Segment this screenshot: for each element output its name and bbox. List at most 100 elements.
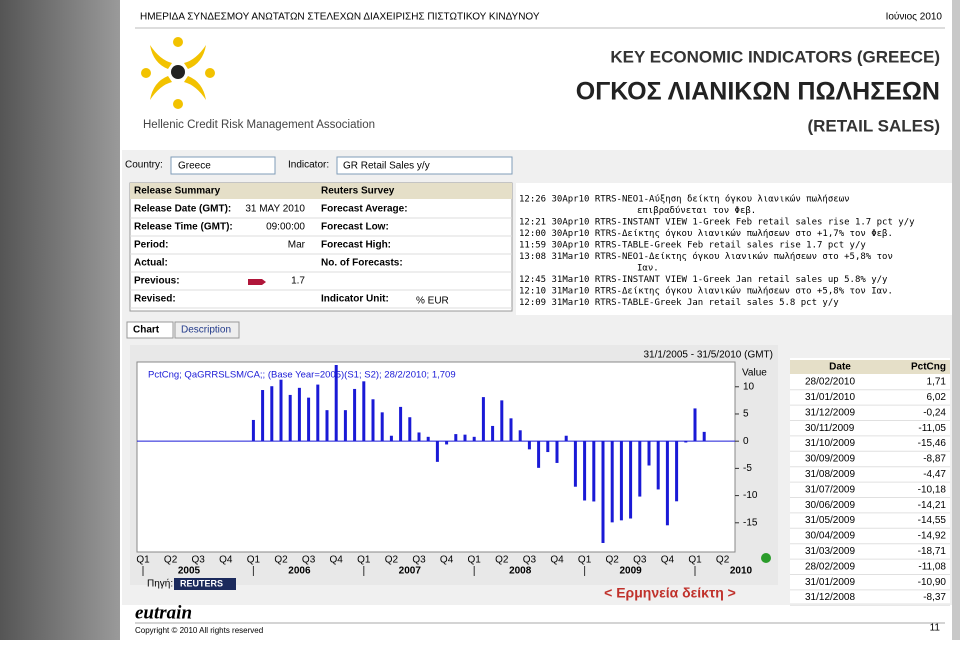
bar [261, 390, 265, 442]
brand: eutrain [135, 602, 192, 623]
table-header [790, 360, 950, 374]
bar [537, 441, 541, 468]
x-tick-label: Q2 [164, 555, 178, 566]
bar [619, 441, 623, 521]
bar [316, 384, 320, 442]
source-label: Πηγή: [147, 578, 173, 590]
label: Indicator Unit: [321, 294, 389, 305]
cell: 1,71 [927, 377, 947, 388]
status [761, 553, 771, 563]
x-tick-label: Q1 [578, 555, 592, 566]
bar [601, 441, 605, 543]
bar [656, 441, 660, 490]
bar [371, 399, 375, 442]
bar [629, 441, 633, 519]
label: Forecast Average: [321, 204, 408, 215]
header: PctCng [911, 362, 946, 373]
header: Reuters Survey [321, 186, 395, 197]
cell: -0,24 [923, 407, 946, 418]
cell: 28/02/2010 [805, 377, 855, 388]
bar [288, 394, 292, 442]
bar [647, 441, 651, 466]
cell: -11,08 [918, 561, 946, 572]
x-tick-label: Q2 [385, 555, 399, 566]
bar [500, 400, 504, 442]
bar [251, 419, 255, 442]
year-label: 2008 [509, 566, 532, 577]
bar [435, 441, 439, 462]
cell: -14,55 [918, 515, 947, 526]
cell: 31/01/2009 [805, 577, 855, 588]
source-logo [174, 578, 236, 590]
value: GR Retail Sales y/y [343, 161, 430, 172]
cell: -14,92 [918, 531, 947, 542]
cell: 31/01/2010 [805, 392, 855, 403]
x-tick-label: Q1 [688, 555, 702, 566]
cell: -18,71 [918, 546, 947, 557]
bar [610, 441, 614, 523]
x-tick-label: Q2 [274, 555, 288, 566]
value: 1.7 [291, 276, 305, 287]
cell: 31/10/2009 [805, 438, 855, 449]
cell: 31/12/2009 [805, 407, 855, 418]
bar [509, 418, 513, 442]
title: ΟΓΚΟΣ ΛΙΑΝΙΚΩΝ ΠΩΛΗΣΕΩΝ [576, 78, 940, 106]
link[interactable]: < Ερμηνεία δείκτη > [604, 585, 736, 601]
event: ΗΜΕΡΙΔΑ ΣΥΝΔΕΣΜΟΥ ΑΝΩΤΑΤΩΝ ΣΤΕΛΕΧΩΝ ΔΙΑΧ… [140, 12, 540, 23]
label: Previous: [134, 276, 180, 287]
value: Mar [288, 240, 306, 251]
label: Country: [125, 160, 163, 171]
tab-label: Chart [133, 325, 160, 336]
bar [389, 435, 393, 442]
bar [426, 436, 430, 442]
year-label: 2010 [730, 566, 753, 577]
cell: 6,02 [927, 392, 947, 403]
year-label: 2007 [399, 566, 422, 577]
y-tick-label: -5 [743, 463, 752, 474]
tab[interactable] [126, 321, 174, 339]
date: Ιούνιος 2010 [886, 11, 943, 23]
y-tick-label: 0 [743, 436, 749, 447]
x-tick-label: Q3 [633, 555, 647, 566]
bar [638, 441, 642, 497]
bar [270, 386, 274, 442]
bar [693, 408, 697, 442]
bar [564, 435, 568, 442]
x-tick-label: Q3 [523, 555, 537, 566]
y-tick-label: -15 [743, 517, 758, 528]
bar [380, 412, 384, 442]
news-line: 12:21 30Apr10 RTRS-INSTANT VIEW 1-Greek … [519, 218, 915, 228]
year-label: 2005 [178, 566, 201, 577]
axis-title: Value [742, 368, 767, 379]
x-tick-label: Q3 [192, 555, 206, 566]
source: REUTERS [180, 578, 223, 588]
title: KEY ECONOMIC INDICATORS (GREECE) [610, 47, 940, 66]
bar [546, 441, 550, 453]
bar [325, 410, 329, 442]
bar [583, 441, 587, 501]
cell: 31/05/2009 [805, 515, 855, 526]
label: Period: [134, 240, 168, 251]
bar [454, 434, 458, 442]
bar [279, 379, 283, 442]
cell: -10,18 [918, 484, 947, 495]
tab[interactable] [174, 321, 240, 339]
x-tick-label: Q1 [468, 555, 482, 566]
chart-range: 31/1/2005 - 31/5/2010 (GMT) [643, 350, 773, 361]
value: 31 MAY 2010 [245, 204, 305, 215]
label: Indicator: [288, 160, 329, 171]
dropdown[interactable] [336, 156, 513, 175]
x-tick-label: Q1 [357, 555, 371, 566]
news-line: 12:09 31Mar10 RTRS-TABLE-Greek Jan retai… [519, 298, 839, 308]
data-table [790, 358, 950, 603]
dropdown[interactable] [170, 156, 276, 175]
cell: -8,87 [923, 454, 946, 465]
cell: 30/06/2009 [805, 500, 855, 511]
y-tick-label: -10 [743, 490, 758, 501]
bar [518, 430, 522, 442]
cell: 30/04/2009 [805, 531, 855, 542]
x-tick-label: Q4 [440, 555, 454, 566]
bar [353, 388, 357, 442]
bar [362, 381, 366, 442]
